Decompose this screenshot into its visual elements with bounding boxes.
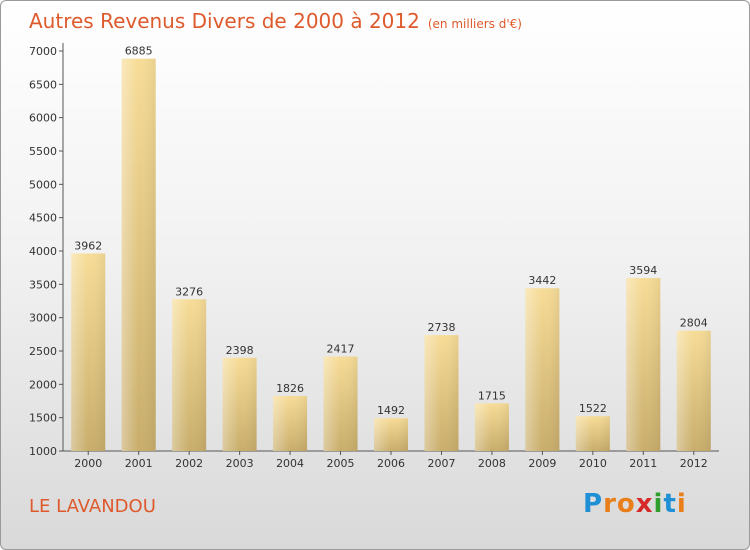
bar-highlight [323, 356, 358, 451]
bar-highlight [424, 335, 459, 451]
brand-letter: r [603, 489, 617, 519]
y-tick-label: 4000 [29, 245, 57, 258]
x-tick-label: 2011 [629, 457, 657, 470]
bar-value-label: 1522 [579, 402, 607, 415]
y-tick-label: 4500 [29, 212, 57, 225]
x-tick-label: 2000 [74, 457, 102, 470]
y-tick-label: 3000 [29, 312, 57, 325]
bar-value-label: 1715 [478, 389, 506, 402]
brand-logo: Proxiti [583, 489, 687, 519]
x-tick-label: 2001 [125, 457, 153, 470]
bar-value-label: 2738 [427, 321, 455, 334]
brand-letter: i [653, 489, 664, 519]
bar-highlight [273, 395, 308, 451]
x-tick-label: 2012 [680, 457, 708, 470]
bar-value-label: 6885 [125, 45, 153, 58]
chart-axes: 1000 1500 2000 2500 3000 3500 4000 4500 5000 5500… [29, 43, 719, 458]
brand-letter: P [583, 489, 604, 519]
y-tick-label: 2000 [29, 378, 57, 391]
x-tick-label: 2007 [427, 457, 455, 470]
y-tick-label: 3500 [29, 278, 57, 291]
y-tick-label: 1500 [29, 412, 57, 425]
x-tick-label: 2009 [528, 457, 556, 470]
bar-highlight [71, 253, 106, 451]
bar-highlight [525, 288, 560, 451]
chart-bars [71, 58, 711, 452]
bar-value-label: 2804 [680, 317, 708, 330]
bar-value-label: 3276 [175, 285, 203, 298]
bar-value-label: 1826 [276, 382, 304, 395]
bar-value-label: 1492 [377, 404, 405, 417]
bar-value-label: 3594 [629, 264, 657, 277]
brand-letter: x [635, 489, 654, 519]
x-tick-label: 2006 [377, 457, 405, 470]
bar-highlight [626, 278, 661, 451]
bar-highlight [575, 416, 610, 451]
brand-letter: i [676, 489, 687, 519]
y-tick-label: 1000 [29, 445, 57, 458]
chart-subtitle: (en milliers d'€) [427, 17, 522, 31]
bar-highlight [172, 299, 207, 451]
bar-highlight [474, 403, 509, 451]
bar-value-label: 3962 [74, 240, 102, 253]
x-tick-label: 2010 [579, 457, 607, 470]
x-tick-label: 2003 [226, 457, 254, 470]
bar-value-label: 2417 [327, 343, 355, 356]
y-tick-label: 5500 [29, 145, 57, 158]
chart-title-line: Autres Revenus Divers de 2000 à 2012 (en … [29, 9, 522, 33]
y-tick-label: 6000 [29, 112, 57, 125]
x-tick-label: 2005 [327, 457, 355, 470]
y-tick-label: 5000 [29, 178, 57, 191]
bar-highlight [676, 330, 711, 451]
bar-highlight [222, 357, 257, 451]
x-tick-label: 2004 [276, 457, 304, 470]
y-tick-label: 6500 [29, 78, 57, 91]
brand-letter: o [616, 489, 636, 519]
x-tick-label: 2008 [478, 457, 506, 470]
place-name: LE LAVANDOU [29, 496, 156, 517]
x-tick-label: 2002 [175, 457, 203, 470]
y-tick-label: 2500 [29, 345, 57, 358]
bar-highlight [374, 418, 408, 451]
y-tick-label: 7000 [29, 45, 57, 58]
bar-highlight [121, 58, 156, 452]
brand-letter: t [663, 489, 677, 519]
chart-title: Autres Revenus Divers de 2000 à 2012 [29, 9, 420, 33]
bar-value-label: 2398 [226, 344, 254, 357]
bar-value-label: 3442 [528, 274, 556, 287]
chart-labels: 3962 2000 6885 2001 3276 2002 2398 2003 1826 2004… [74, 45, 708, 470]
